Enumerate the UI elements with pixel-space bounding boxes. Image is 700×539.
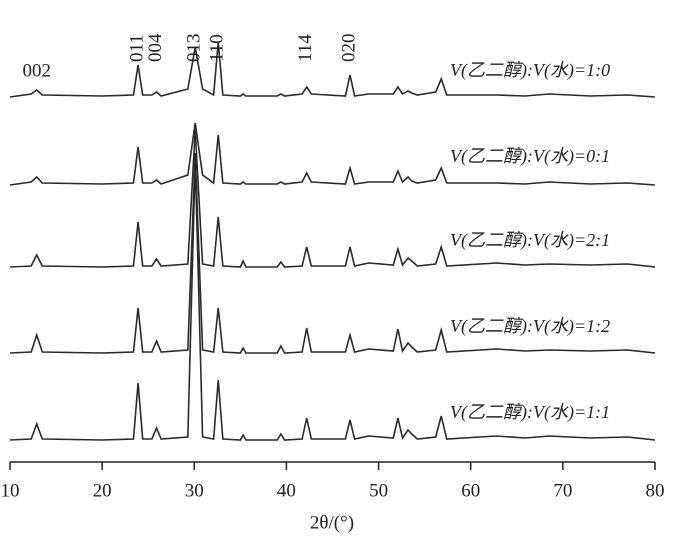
x-tick-label: 40	[277, 480, 296, 501]
x-axis-label: 2θ/(°)	[310, 512, 354, 533]
peak-label: 114	[295, 34, 316, 62]
peak-label: 020	[338, 34, 359, 63]
x-tick-label: 10	[1, 480, 20, 501]
series-label: V(乙二醇):V(水)=2:1	[450, 230, 610, 251]
series-label: V(乙二醇):V(水)=1:2	[450, 316, 610, 337]
x-tick-label: 30	[185, 480, 204, 501]
x-tick-label: 20	[93, 480, 112, 501]
series-label: V(乙二醇):V(水)=1:1	[450, 402, 610, 423]
x-tick-label: 70	[553, 480, 572, 501]
peak-label: 011	[126, 34, 147, 62]
peak-label: 013	[184, 34, 205, 63]
xrd-trace	[9, 159, 656, 441]
xrd-trace	[9, 129, 656, 268]
series-label: V(乙二醇):V(水)=1:0	[450, 60, 610, 81]
peak-label: 110	[207, 34, 228, 62]
peak-label: 002	[22, 60, 51, 81]
series-label: V(乙二醇):V(水)=0:1	[450, 146, 610, 167]
x-tick-label: 60	[461, 480, 480, 501]
xrd-trace	[9, 152, 656, 354]
x-tick-label: 80	[646, 480, 665, 501]
xrd-trace	[9, 122, 656, 186]
peak-label: 004	[145, 33, 166, 62]
x-tick-label: 50	[369, 480, 388, 501]
xrd-trace	[9, 41, 656, 98]
